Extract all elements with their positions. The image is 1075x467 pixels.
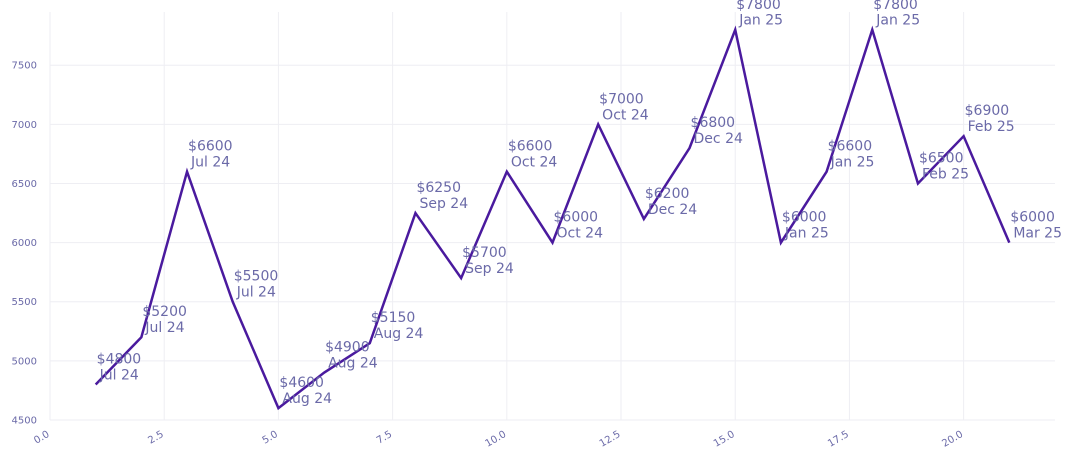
y-tick-label: 6000: [12, 238, 37, 249]
y-tick-label: 7500: [12, 61, 37, 72]
y-tick-label: 5500: [12, 297, 37, 308]
data-label: $6250 Sep 24: [416, 180, 468, 212]
y-tick-label: 7000: [12, 120, 37, 131]
series: [94, 25, 1011, 411]
data-label: $7800 Jan 25: [736, 0, 783, 29]
series-line: [94, 25, 1011, 411]
x-tick-label: 0.0: [32, 429, 51, 446]
data-label: $6600 Jan 25: [828, 139, 875, 171]
data-label: $4900 Aug 24: [325, 340, 378, 372]
x-tick-label: 2.5: [146, 429, 165, 446]
data-labels: $4800 Jul 24$5200 Jul 24 $6600 Jul 24 $5500 Ju…: [97, 0, 1062, 407]
y-tick-label: 5000: [12, 356, 37, 367]
data-label: $5150 Aug 24: [371, 310, 424, 342]
x-tick-label: 10.0: [484, 429, 509, 450]
data-label: $6800 Dec 24: [691, 115, 743, 147]
data-label: $5500 Jul 24: [234, 269, 279, 301]
y-axis: 4500 5000 5500 6000 6500 7000 7500: [12, 61, 37, 427]
x-tick-label: 15.0: [712, 429, 737, 450]
x-tick-label: 20.0: [940, 429, 965, 450]
x-tick-label: 12.5: [598, 429, 623, 450]
x-tick-label: 7.5: [375, 429, 394, 446]
data-label: $6000 Mar 25: [1010, 210, 1062, 242]
y-tick-label: 6500: [12, 179, 37, 190]
data-label: $6500 Feb 25: [919, 150, 969, 182]
x-tick-label: 5.0: [261, 429, 280, 446]
data-label: $7000 Oct 24: [599, 91, 649, 123]
data-label: $6200 Dec 24: [645, 186, 697, 218]
data-label: $4600 Aug 24: [279, 375, 332, 407]
x-axis: 0.0 2.5 5.0 7.5 10.0 12.5 15.0 17.5 20.0: [32, 429, 965, 450]
grid: [49, 12, 1055, 421]
data-label: $4800 Jul 24: [97, 352, 142, 384]
x-tick-label: 17.5: [826, 429, 851, 450]
data-label: $5200 Jul 24: [142, 304, 187, 336]
data-label: $6000 Jan 25: [782, 210, 829, 242]
data-label: $6600 Oct 24: [508, 139, 558, 171]
y-tick-label: 4500: [12, 416, 37, 427]
data-label: $7800 Jan 25: [873, 0, 920, 29]
data-label: $6900 Feb 25: [965, 103, 1015, 135]
data-label: $6600 Jul 24: [188, 139, 233, 171]
data-label: $6000 Oct 24: [554, 210, 604, 242]
data-label: $5700 Sep 24: [462, 245, 514, 277]
